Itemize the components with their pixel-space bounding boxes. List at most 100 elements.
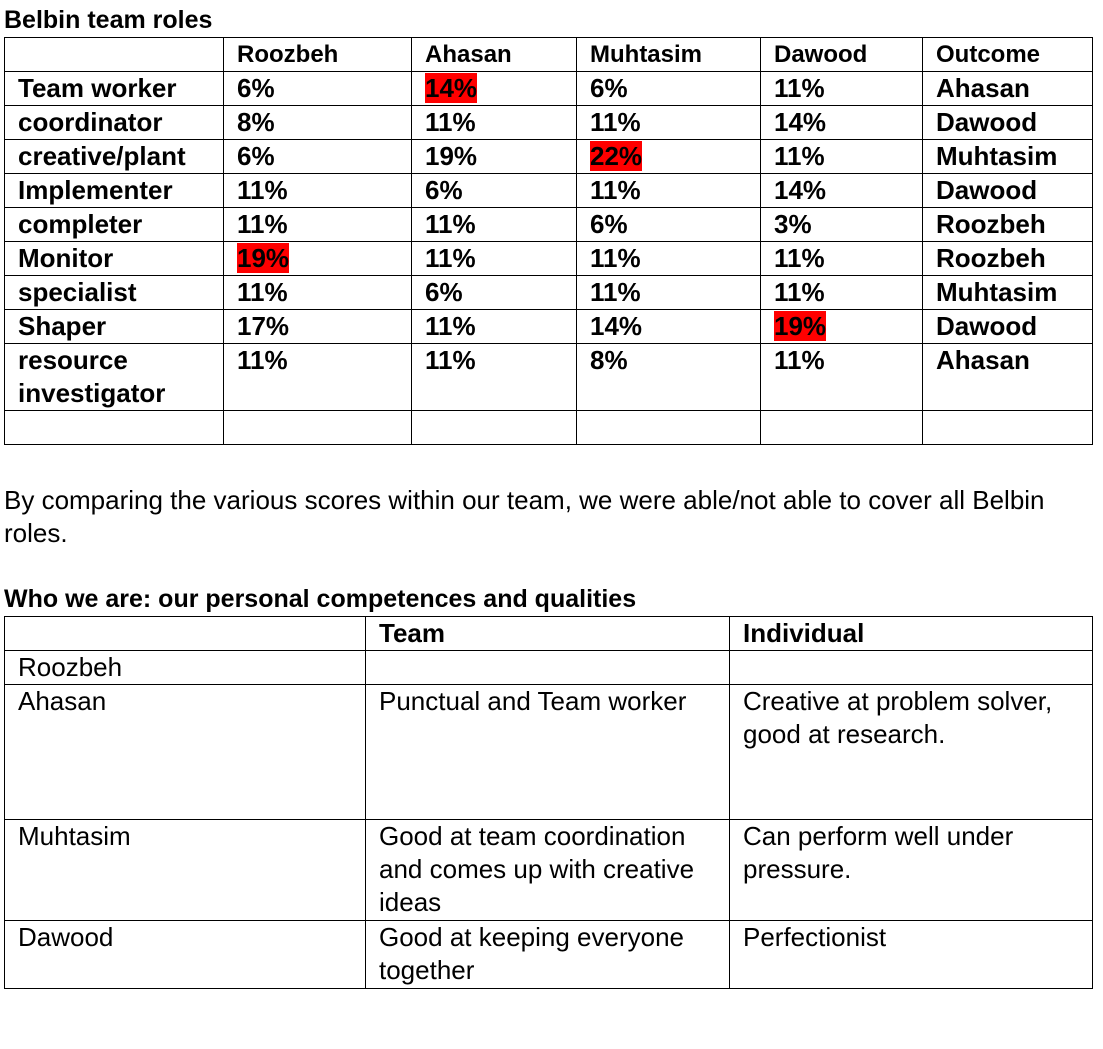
belbin-roles-table: Roozbeh Ahasan Muhtasim Dawood Outcome T… (4, 37, 1093, 445)
qualities-name-cell: Roozbeh (4, 650, 366, 685)
header-cell-muhtasim: Muhtasim (576, 37, 761, 72)
qualities-individual-cell (729, 650, 1093, 685)
score-cell: 11% (223, 173, 412, 208)
score-cell: 14% (411, 71, 577, 106)
outcome-cell: Ahasan (922, 71, 1093, 106)
role-name-cell: completer (4, 207, 224, 242)
qualities-row: Roozbeh (4, 650, 1093, 685)
qualities-individual-cell: Creative at problem solver, good at rese… (729, 684, 1093, 820)
score-value: 19% (237, 243, 290, 273)
outcome-cell: Dawood (922, 173, 1093, 208)
qualities-row: Ahasan Punctual and Team worker Creative a… (4, 684, 1093, 820)
belbin-row: Team worker 6% 14% 6% 11% Ahasan (4, 71, 1093, 106)
score-value: 6% (237, 141, 275, 171)
score-cell: 11% (760, 241, 923, 276)
score-value: 11% (237, 175, 288, 205)
role-name-cell: Shaper (4, 309, 224, 344)
score-cell: 6% (223, 139, 412, 174)
header-cell-dawood: Dawood (760, 37, 923, 72)
score-value: 11% (425, 311, 476, 341)
score-cell: 11% (411, 207, 577, 242)
empty-cell (760, 410, 923, 445)
score-value: 11% (590, 175, 641, 205)
header-cell-ahasan: Ahasan (411, 37, 577, 72)
qualities-title: Who we are: our personal competences and… (4, 585, 637, 613)
role-name-cell: coordinator (4, 105, 224, 140)
belbin-row: Implementer 11% 6% 11% 14% Dawood (4, 173, 1093, 208)
qualities-individual-cell: Can perform well under pressure. (729, 819, 1093, 921)
score-cell: 3% (760, 207, 923, 242)
qualities-name-cell: Muhtasim (4, 819, 366, 921)
score-cell: 14% (760, 105, 923, 140)
score-cell: 11% (411, 105, 577, 140)
qualities-name-cell: Ahasan (4, 684, 366, 820)
summary-paragraph: By comparing the various scores within o… (4, 485, 1045, 548)
header-cell-empty (4, 37, 224, 72)
qualities-individual-cell: Perfectionist (729, 920, 1093, 989)
role-name-cell: Team worker (4, 71, 224, 106)
score-cell: 11% (223, 207, 412, 242)
score-value: 11% (590, 277, 641, 307)
role-name-cell: resource investigator (4, 343, 224, 411)
score-cell: 19% (411, 139, 577, 174)
belbin-row: specialist 11% 6% 11% 11% Muhtasim (4, 275, 1093, 310)
score-cell: 19% (760, 309, 923, 344)
score-value: 19% (425, 141, 478, 171)
score-cell: 6% (411, 173, 577, 208)
score-value: 11% (590, 107, 641, 137)
qualities-team-cell: Punctual and Team worker (365, 684, 730, 820)
belbin-title: Belbin team roles (4, 6, 213, 34)
score-value: 11% (237, 345, 288, 375)
score-cell: 19% (223, 241, 412, 276)
score-cell: 11% (223, 275, 412, 310)
belbin-row: resource investigator 11% 11% 8% 11% Ahasan (4, 343, 1093, 411)
qualities-team-cell: Good at keeping everyone together (365, 920, 730, 989)
empty-cell (223, 410, 412, 445)
qualities-row: Muhtasim Good at team coordination and co… (4, 819, 1093, 921)
role-name-cell: specialist (4, 275, 224, 310)
score-value: 14% (774, 107, 827, 137)
qualities-row: Dawood Good at keeping everyone together P… (4, 920, 1093, 989)
belbin-header-row: Roozbeh Ahasan Muhtasim Dawood Outcome (4, 37, 1093, 72)
score-cell: 11% (411, 343, 577, 411)
score-cell: 11% (576, 105, 761, 140)
qualities-header-row: Team Individual (4, 616, 1093, 651)
score-cell: 14% (576, 309, 761, 344)
belbin-row: creative/plant 6% 19% 22% 11% Muhtasim (4, 139, 1093, 174)
score-value: 11% (425, 345, 476, 375)
score-cell: 11% (760, 71, 923, 106)
score-value: 22% (590, 141, 643, 171)
score-value: 11% (425, 209, 476, 239)
belbin-empty-row (4, 410, 1093, 445)
empty-cell (4, 410, 224, 445)
belbin-row: completer 11% 11% 6% 3% Roozbeh (4, 207, 1093, 242)
qualities-table: Team Individual Roozbeh Ahasan Punctual an… (4, 616, 1093, 989)
score-cell: 14% (760, 173, 923, 208)
score-value: 11% (237, 209, 288, 239)
score-value: 11% (774, 345, 825, 375)
score-cell: 6% (223, 71, 412, 106)
qualities-name-cell: Dawood (4, 920, 366, 989)
score-value: 6% (237, 73, 275, 103)
score-value: 11% (590, 243, 641, 273)
score-value: 11% (774, 73, 825, 103)
score-cell: 8% (223, 105, 412, 140)
outcome-cell: Roozbeh (922, 207, 1093, 242)
score-cell: 22% (576, 139, 761, 174)
score-cell: 8% (576, 343, 761, 411)
header-cell-roozbeh: Roozbeh (223, 37, 412, 72)
score-value: 8% (237, 107, 275, 137)
header-cell-outcome: Outcome (922, 37, 1093, 72)
qualities-header-empty (4, 616, 366, 651)
score-cell: 11% (576, 275, 761, 310)
belbin-row: Shaper 17% 11% 14% 19% Dawood (4, 309, 1093, 344)
qualities-team-cell (365, 650, 730, 685)
belbin-row: coordinator 8% 11% 11% 14% Dawood (4, 105, 1093, 140)
score-value: 14% (774, 175, 827, 205)
score-cell: 11% (411, 241, 577, 276)
role-name-cell: Monitor (4, 241, 224, 276)
outcome-cell: Roozbeh (922, 241, 1093, 276)
score-cell: 11% (223, 343, 412, 411)
score-value: 6% (590, 209, 628, 239)
score-value: 6% (590, 73, 628, 103)
